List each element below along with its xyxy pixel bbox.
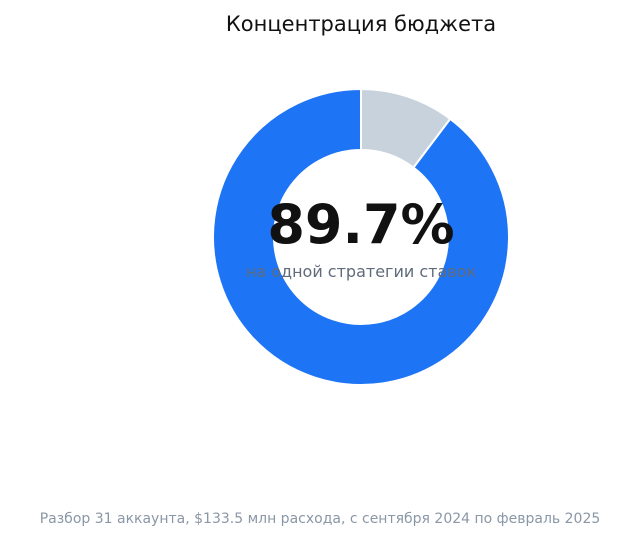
- slice-main: [212, 87, 510, 386]
- chart-title: Концентрация бюджета: [226, 12, 496, 36]
- center-label: на одной стратегии ставок: [246, 262, 477, 281]
- donut-slices: [212, 87, 510, 386]
- center-value: 89.7%: [267, 193, 454, 256]
- chart-footnote: Разбор 31 аккаунта, $133.5 млн расхода, …: [40, 511, 601, 527]
